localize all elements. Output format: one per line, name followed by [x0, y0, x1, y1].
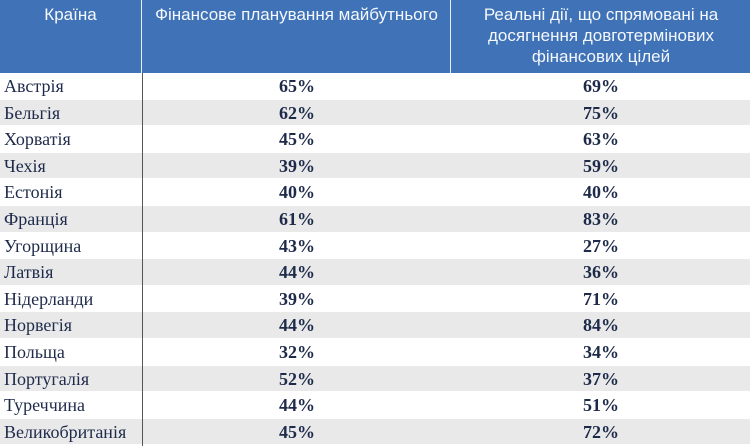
actions-cell: 36%	[583, 262, 619, 283]
country-cell: Польща	[4, 341, 65, 362]
planning-cell: 44%	[279, 262, 315, 283]
actions-cell: 40%	[583, 182, 619, 203]
table-row: Бельгія 62% 75%	[0, 99, 750, 127]
header-planning-label: Фінансове планування майбутнього	[155, 5, 438, 24]
header-actions-line-1: Реальні дії, що спрямовані на	[483, 5, 719, 24]
country-cell: Франція	[4, 208, 68, 229]
header-actions-line-3: фінансових цілей	[531, 47, 671, 66]
table-header: Країна Фінансове планування майбутнього …	[0, 0, 750, 74]
planning-cell: 32%	[279, 341, 315, 362]
actions-cell: 72%	[583, 421, 619, 442]
planning-cell: 40%	[279, 182, 315, 203]
header-actions-line-2: досягнення довготермінових	[488, 26, 714, 45]
planning-cell: 44%	[279, 395, 315, 416]
actions-cell: 75%	[583, 102, 619, 123]
header-actions: Реальні дії, що спрямовані на досягнення…	[452, 0, 750, 73]
column-divider	[142, 73, 143, 446]
table-row: Естонія 40% 40%	[0, 179, 750, 206]
planning-cell: 43%	[279, 235, 315, 256]
actions-cell: 63%	[583, 129, 619, 150]
planning-cell: 39%	[279, 288, 315, 309]
table-row: Хорватія 45% 63%	[0, 126, 750, 153]
country-cell: Норвегія	[4, 315, 73, 336]
country-cell: Бельгія	[4, 102, 61, 123]
header-country: Країна	[0, 0, 142, 73]
header-planning: Фінансове планування майбутнього	[143, 0, 451, 73]
planning-cell: 45%	[279, 421, 315, 442]
table-row: Нідерланди 39% 71%	[0, 285, 750, 313]
table-row: Португалія 52% 37%	[0, 365, 750, 393]
table-row: Франція 61% 83%	[0, 205, 750, 233]
planning-cell: 62%	[279, 102, 315, 123]
country-cell: Чехія	[4, 155, 46, 176]
actions-cell: 71%	[583, 288, 619, 309]
country-cell: Португалія	[4, 368, 90, 389]
country-cell: Туреччина	[4, 395, 85, 416]
actions-cell: 51%	[583, 395, 619, 416]
actions-cell: 59%	[583, 155, 619, 176]
table-row: Австрія 65% 69%	[0, 73, 750, 100]
country-cell: Великобританія	[4, 421, 127, 442]
table-row: Латвія 44% 36%	[0, 259, 750, 286]
country-cell: Австрія	[4, 76, 64, 96]
table-row: Польща 32% 34%	[0, 338, 750, 366]
table-body: Австрія 65% 69% Бельгія 62% 75% Хорватія 45% 63%…	[0, 73, 750, 446]
country-cell: Нідерланди	[4, 288, 94, 309]
planning-cell: 52%	[279, 368, 315, 389]
table-row: Чехія 39% 59%	[0, 152, 750, 180]
actions-cell: 84%	[583, 315, 619, 336]
planning-cell: 44%	[279, 315, 315, 336]
header-country-label: Країна	[44, 5, 97, 24]
table-row: Норвегія 44% 84%	[0, 312, 750, 339]
actions-cell: 34%	[583, 341, 619, 362]
table-row: Великобританія 45% 72%	[0, 418, 750, 446]
country-cell: Естонія	[4, 182, 63, 203]
actions-cell: 27%	[583, 235, 619, 256]
actions-cell: 37%	[583, 368, 619, 389]
planning-cell: 65%	[279, 76, 315, 96]
planning-cell: 45%	[279, 129, 315, 150]
planning-cell: 61%	[279, 208, 315, 229]
table-row: Угорщина 43% 27%	[0, 232, 750, 260]
country-cell: Угорщина	[4, 235, 82, 256]
country-cell: Хорватія	[4, 129, 71, 150]
table-row: Туреччина 44% 51%	[0, 392, 750, 419]
planning-cell: 39%	[279, 155, 315, 176]
country-cell: Латвія	[4, 262, 54, 283]
actions-cell: 83%	[583, 208, 619, 229]
actions-cell: 69%	[583, 76, 619, 96]
